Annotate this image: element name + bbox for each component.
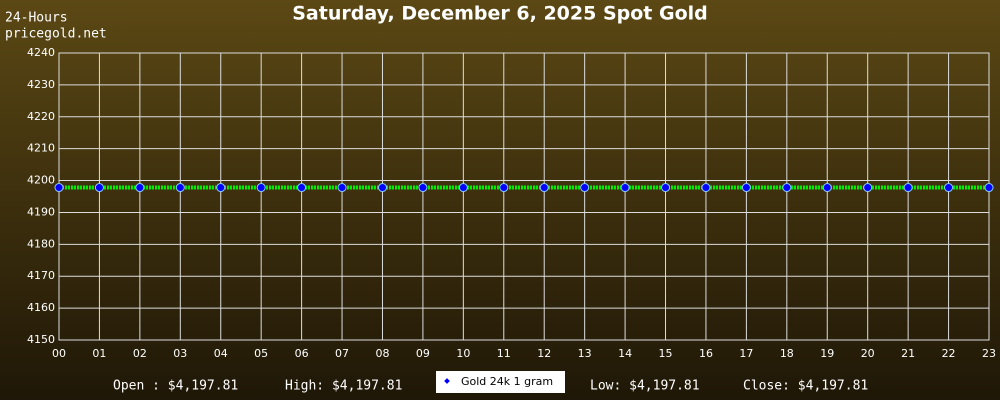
x-tick-label: 05 — [254, 347, 268, 360]
marker — [337, 183, 347, 193]
y-tick-label: 4200 — [27, 174, 55, 187]
stat-high: High: $4,197.81 — [285, 379, 402, 394]
y-tick-label: 4180 — [27, 237, 55, 250]
marker — [175, 183, 185, 193]
marker — [782, 183, 792, 193]
chart-title: Saturday, December 6, 2025 Spot Gold — [292, 3, 708, 25]
y-tick-label: 4150 — [27, 333, 55, 346]
y-tick-label: 4240 — [27, 46, 55, 59]
x-tick-label: 12 — [537, 347, 551, 360]
x-tick-label: 22 — [942, 347, 956, 360]
plot-border — [58, 52, 990, 341]
y-tick-label: 4220 — [27, 110, 55, 123]
x-tick-label: 23 — [982, 347, 996, 360]
x-tick-label: 02 — [133, 347, 147, 360]
marker — [863, 183, 873, 193]
marker — [701, 183, 711, 193]
marker — [458, 183, 468, 193]
marker — [539, 183, 549, 193]
x-tick-label: 11 — [497, 347, 511, 360]
marker — [54, 183, 64, 193]
marker — [499, 183, 509, 193]
y-tick-label: 4230 — [27, 78, 55, 91]
marker — [377, 183, 387, 193]
marker — [661, 183, 671, 193]
marker — [297, 183, 307, 193]
x-tick-label: 19 — [820, 347, 834, 360]
marker — [135, 183, 145, 193]
y-tick-label: 4170 — [27, 269, 55, 282]
legend-box — [436, 371, 565, 393]
marker — [256, 183, 266, 193]
marker — [944, 183, 954, 193]
marker — [984, 183, 994, 193]
marker — [620, 183, 630, 193]
stat-low: Low: $4,197.81 — [590, 379, 700, 394]
x-tick-label: 13 — [578, 347, 592, 360]
marker — [903, 183, 913, 193]
y-tick-label: 4160 — [27, 301, 55, 314]
x-tick-label: 18 — [780, 347, 794, 360]
marker — [822, 183, 832, 193]
marker — [418, 183, 428, 193]
legend-marker — [444, 378, 450, 384]
x-tick-label: 06 — [295, 347, 309, 360]
marker — [741, 183, 751, 193]
marker — [216, 183, 226, 193]
y-tick-label: 4210 — [27, 142, 55, 155]
legend-label: Gold 24k 1 gram — [461, 375, 553, 388]
x-tick-label: 20 — [861, 347, 875, 360]
x-tick-label: 14 — [618, 347, 632, 360]
x-tick-label: 09 — [416, 347, 430, 360]
x-tick-label: 21 — [901, 347, 915, 360]
x-tick-label: 16 — [699, 347, 713, 360]
marker — [94, 183, 104, 193]
x-tick-label: 01 — [92, 347, 106, 360]
y-tick-label: 4190 — [27, 205, 55, 218]
marker — [580, 183, 590, 193]
x-tick-label: 17 — [739, 347, 753, 360]
stat-close: Close: $4,197.81 — [743, 379, 868, 394]
x-tick-label: 08 — [375, 347, 389, 360]
x-tick-label: 15 — [659, 347, 673, 360]
stat-open: Open : $4,197.81 — [113, 379, 238, 394]
source: pricegold.net — [5, 27, 107, 42]
subtitle: 24-Hours — [5, 11, 68, 26]
x-tick-label: 10 — [456, 347, 470, 360]
x-tick-label: 07 — [335, 347, 349, 360]
x-tick-label: 00 — [52, 347, 66, 360]
x-tick-label: 03 — [173, 347, 187, 360]
x-tick-label: 04 — [214, 347, 228, 360]
